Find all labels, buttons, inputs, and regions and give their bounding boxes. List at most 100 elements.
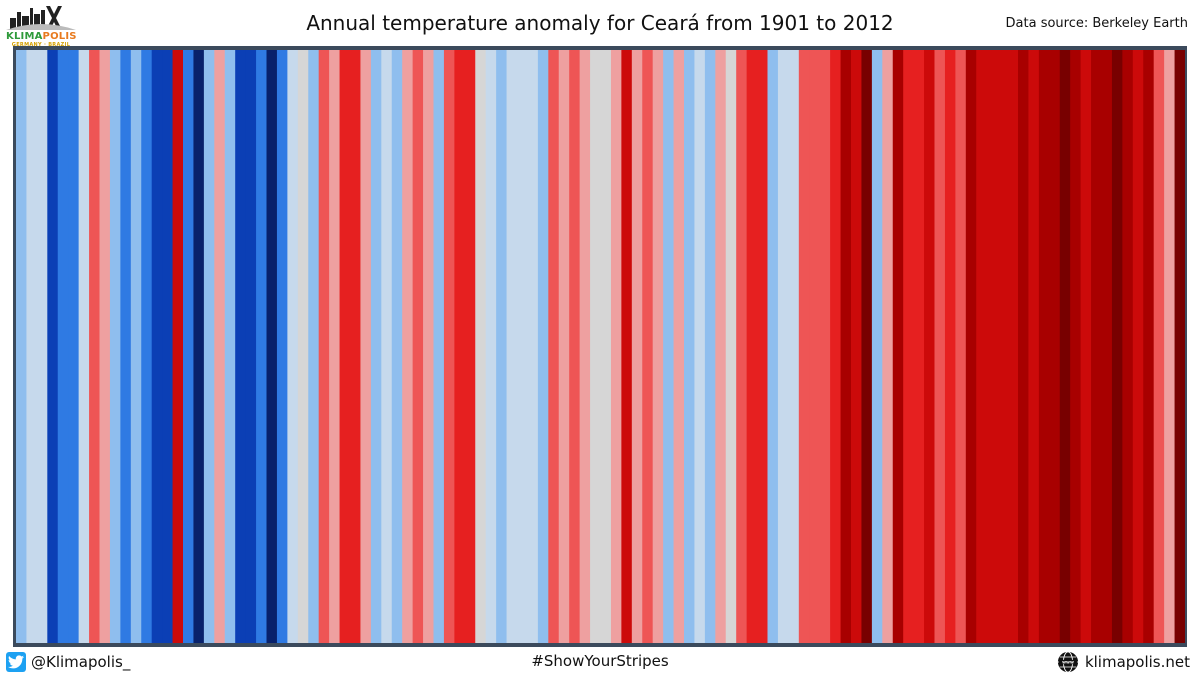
stripe-year-1940: [423, 50, 435, 643]
stripe-year-1939: [412, 50, 424, 643]
stripe-year-1967: [704, 50, 716, 643]
stripe-year-1956: [590, 50, 602, 643]
stripe-year-1932: [339, 50, 351, 643]
stripe-year-1990: [944, 50, 956, 643]
stripe-year-1947: [496, 50, 508, 643]
stripe-year-1917: [183, 50, 195, 643]
stripe-year-1925: [266, 50, 278, 643]
stripe-year-1913: [141, 50, 153, 643]
stripe-year-1981: [851, 50, 863, 643]
stripe-year-1986: [903, 50, 915, 643]
stripe-year-1979: [830, 50, 842, 643]
logo-word-part1: KLIMA: [6, 31, 43, 42]
logo-wordmark: KLIMAPOLIS: [6, 31, 76, 42]
stripe-year-1915: [162, 50, 174, 643]
stripe-year-1992: [965, 50, 977, 643]
stripe-year-1989: [934, 50, 946, 643]
stripe-year-1935: [370, 50, 382, 643]
stripe-year-1991: [955, 50, 967, 643]
stripe-year-1914: [151, 50, 163, 643]
stripe-year-2002: [1070, 50, 1082, 643]
stripe-year-1912: [130, 50, 142, 643]
stripe-year-1987: [913, 50, 925, 643]
stripe-year-1945: [475, 50, 487, 643]
stripe-year-1905: [57, 50, 69, 643]
stripe-year-1953: [558, 50, 570, 643]
website-link: klimapolis.net: [1084, 653, 1190, 671]
chart-title: Annual temperature anomaly for Ceará fro…: [306, 11, 894, 35]
stripe-year-1908: [89, 50, 101, 643]
stripe-year-1943: [454, 50, 466, 643]
stripe-year-2006: [1111, 50, 1123, 643]
stripe-year-1918: [193, 50, 205, 643]
hashtag-label: #ShowYourStripes: [531, 652, 669, 670]
stripe-year-2011: [1164, 50, 1176, 643]
stripe-year-2003: [1080, 50, 1092, 643]
stripe-year-1983: [871, 50, 883, 643]
stripe-year-1924: [256, 50, 268, 643]
stripe-year-1923: [245, 50, 257, 643]
stripe-year-1938: [402, 50, 414, 643]
footer-website[interactable]: www klimapolis.net: [1057, 650, 1190, 674]
stripe-year-1903: [36, 50, 48, 643]
stripe-year-2007: [1122, 50, 1134, 643]
warming-stripes-chart: [16, 50, 1185, 643]
stripe-year-1916: [172, 50, 184, 643]
stripe-year-1951: [537, 50, 549, 643]
stripes-frame: [13, 46, 1187, 647]
stripe-year-1972: [757, 50, 769, 643]
stripe-year-1999: [1038, 50, 1050, 643]
stripe-year-1955: [579, 50, 591, 643]
stripe-year-2004: [1091, 50, 1103, 643]
stripe-year-1919: [203, 50, 215, 643]
stripe-year-1906: [68, 50, 80, 643]
skyline-logo-icon: [6, 6, 76, 30]
stripe-year-1985: [892, 50, 904, 643]
twitter-handle: @Klimapolis_: [31, 653, 131, 671]
stripe-year-2005: [1101, 50, 1113, 643]
stripe-year-1963: [663, 50, 675, 643]
stripe-year-1921: [224, 50, 236, 643]
stripe-year-1976: [798, 50, 810, 643]
stripe-year-1971: [746, 50, 758, 643]
stripe-year-1988: [924, 50, 936, 643]
stripe-year-1949: [517, 50, 529, 643]
svg-text:www: www: [1062, 659, 1074, 664]
stripe-year-1936: [381, 50, 393, 643]
stripe-year-1973: [767, 50, 779, 643]
stripe-year-2000: [1049, 50, 1061, 643]
footer-twitter[interactable]: @Klimapolis_: [6, 651, 130, 673]
stripe-year-1970: [736, 50, 748, 643]
stripe-year-1911: [120, 50, 132, 643]
stripe-year-1993: [976, 50, 988, 643]
stripe-year-1978: [819, 50, 831, 643]
stripe-year-1980: [840, 50, 852, 643]
stripe-year-1995: [997, 50, 1009, 643]
data-source-label: Data source: Berkeley Earth: [1005, 16, 1188, 31]
stripe-year-1952: [548, 50, 560, 643]
stripe-year-1928: [297, 50, 309, 643]
stripe-year-1957: [600, 50, 612, 643]
stripe-year-2012: [1174, 50, 1185, 643]
www-globe-icon: www: [1057, 651, 1079, 673]
stripe-year-1966: [694, 50, 706, 643]
stripe-year-1933: [350, 50, 362, 643]
stripe-year-1920: [214, 50, 226, 643]
twitter-bird-icon: [6, 652, 26, 672]
stripe-year-1996: [1007, 50, 1019, 643]
stripe-year-2001: [1059, 50, 1071, 643]
stripe-year-1961: [642, 50, 654, 643]
stripe-year-1958: [610, 50, 622, 643]
stripe-year-1975: [788, 50, 800, 643]
stripe-year-1901: [16, 50, 28, 643]
stripe-year-1969: [725, 50, 737, 643]
stripe-year-1934: [360, 50, 372, 643]
stripe-year-1946: [485, 50, 497, 643]
stripe-year-1937: [391, 50, 403, 643]
stripe-year-1950: [527, 50, 539, 643]
stripe-year-1941: [433, 50, 445, 643]
logo-word-part2: POLIS: [42, 31, 77, 42]
stripe-year-1968: [715, 50, 727, 643]
stripe-year-1927: [287, 50, 299, 643]
stripe-year-1959: [621, 50, 633, 643]
